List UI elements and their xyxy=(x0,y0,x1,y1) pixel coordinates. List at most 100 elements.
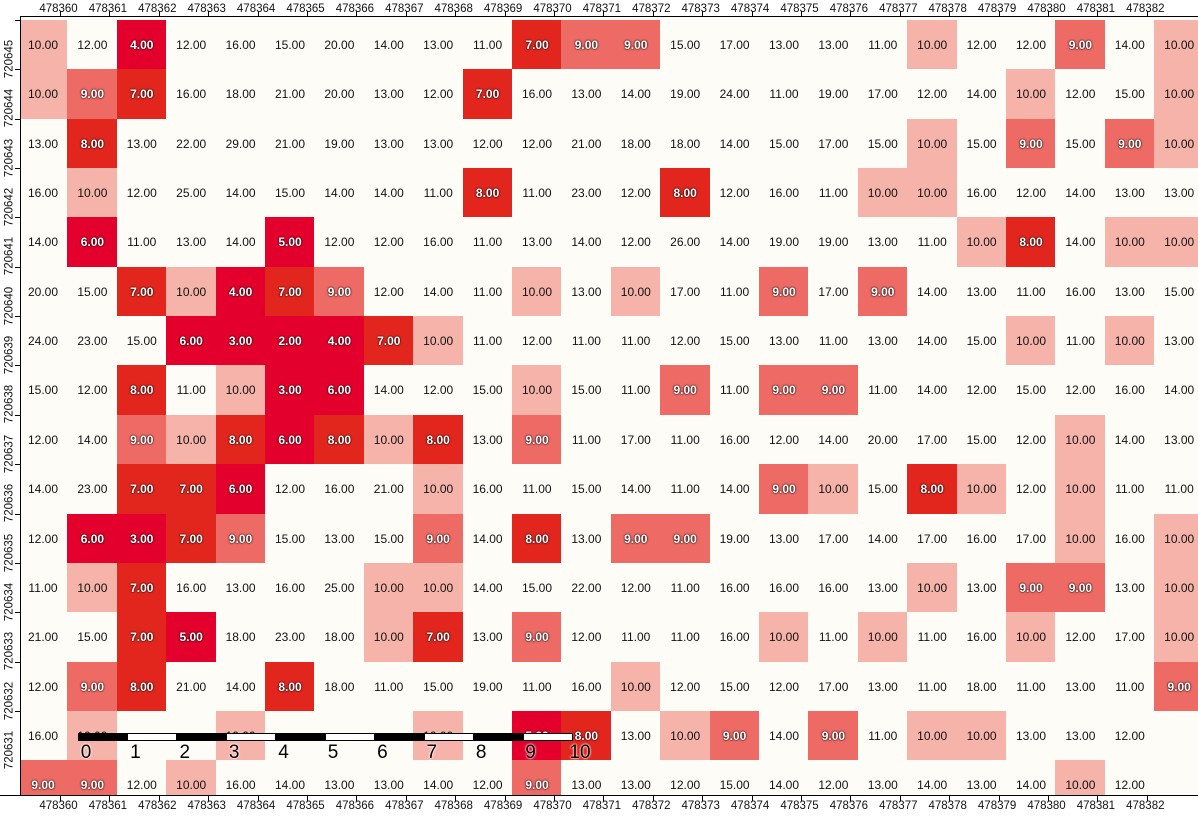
grid-cell: 10.00 xyxy=(907,562,958,613)
grid-cell: 10.00 xyxy=(1104,217,1155,268)
grid-cell: 11.00 xyxy=(1104,464,1155,515)
grid-cell: 12.00 xyxy=(610,562,661,613)
grid-cell: 11.00 xyxy=(363,661,414,712)
grid-cell: 9.00 xyxy=(610,20,661,70)
grid-cell: 14.00 xyxy=(610,69,661,120)
grid-cell: 12.00 xyxy=(1006,168,1056,219)
ruler-tick xyxy=(15,464,20,466)
ruler-tick xyxy=(15,710,20,712)
grid-cell: 10.00 xyxy=(363,414,414,465)
grid-cell: 18.00 xyxy=(610,118,661,169)
ruler-tick xyxy=(652,796,654,801)
ruler-tick xyxy=(15,69,20,71)
grid-cell: 20.00 xyxy=(314,69,365,120)
grid-cell: 13.00 xyxy=(857,562,908,613)
grid-cell: 14.00 xyxy=(759,710,809,761)
grid-cell: 15.00 xyxy=(956,118,1007,169)
ruler-tick xyxy=(455,11,457,16)
grid-cell: 17.00 xyxy=(709,20,760,70)
ruler-tick xyxy=(554,11,555,16)
grid-cell: 22.00 xyxy=(561,562,612,613)
scale-bar-segment xyxy=(374,733,425,741)
grid-cell: 13.00 xyxy=(413,118,464,169)
ruler-tick xyxy=(356,796,358,801)
grid-cell: 11.00 xyxy=(1006,661,1056,712)
y-axis-label: 720631 xyxy=(3,730,16,770)
x-axis-label: 478377 xyxy=(879,3,918,15)
ruler-tick xyxy=(15,217,20,219)
ruler-tick xyxy=(1048,11,1049,16)
x-axis-label: 478379 xyxy=(977,3,1017,15)
grid-cell: 15.00 xyxy=(1006,365,1056,416)
x-axis-label: 478366 xyxy=(335,800,375,812)
grid-cell: 19.00 xyxy=(709,513,760,564)
grid-cell: 8.00 xyxy=(660,168,711,219)
grid-cell: 13.00 xyxy=(857,316,908,367)
grid-cell: 15.00 xyxy=(265,168,315,219)
grid-cell: 12.00 xyxy=(660,316,711,367)
raster-grid: 10.00 12.00 4.00 12.00 16.00 15.00 20.00 14.00 1… xyxy=(18,20,1198,811)
grid-cell: 10.00 xyxy=(907,20,958,70)
grid-cell: 19.00 xyxy=(314,118,365,169)
x-axis-label: 478361 xyxy=(88,3,128,15)
grid-cell: 13.00 xyxy=(857,217,908,268)
grid-cell: 9.00 xyxy=(759,464,809,515)
grid-cell: 16.00 xyxy=(1104,365,1155,416)
y-axis-label: 720632 xyxy=(3,681,16,720)
grid-cell: 13.00 xyxy=(1154,414,1198,465)
grid-cell: 9.00 xyxy=(660,365,711,416)
grid-cell: 10.00 xyxy=(363,612,414,663)
scale-bar-segment xyxy=(423,733,474,741)
scale-bar-segment xyxy=(127,733,178,741)
grid-cell: 16.00 xyxy=(18,168,68,219)
y-axis-label: 720636 xyxy=(3,483,16,523)
grid-cell: 15.00 xyxy=(462,365,513,416)
grid-cell: 4.00 xyxy=(116,20,167,70)
grid-cell: 10.00 xyxy=(1055,464,1106,515)
y-axis-label: 720640 xyxy=(3,286,16,325)
grid-cell: 11.00 xyxy=(561,316,612,367)
ruler-tick xyxy=(998,11,1000,16)
grid-cell: 10.00 xyxy=(1154,69,1198,120)
grid-cell: 15.00 xyxy=(660,20,711,70)
grid-cell: 16.00 xyxy=(956,168,1007,219)
grid-cell: 16.00 xyxy=(956,612,1007,663)
grid-cell: 16.00 xyxy=(709,612,760,663)
grid-cell: 25.00 xyxy=(166,168,217,219)
x-axis-label: 478380 xyxy=(1027,800,1066,812)
ruler-tick xyxy=(1097,11,1099,16)
grid-cell xyxy=(1154,710,1198,761)
grid-cell: 9.00 xyxy=(1055,562,1106,613)
grid-cell: 17.00 xyxy=(857,69,908,120)
grid-cell: 15.00 xyxy=(956,316,1007,367)
grid-cell: 13.00 xyxy=(1154,168,1198,219)
grid-cell: 19.00 xyxy=(660,69,711,120)
grid-cell: 10.00 xyxy=(956,464,1007,515)
grid-cell: 11.00 xyxy=(907,217,958,268)
y-axis-label: 720637 xyxy=(3,434,16,473)
grid-cell: 10.00 xyxy=(215,365,266,416)
grid-cell: 12.00 xyxy=(67,365,118,416)
grid-cell: 9.00 xyxy=(67,661,118,712)
grid-cell: 9.00 xyxy=(314,266,365,317)
grid-cell: 14.00 xyxy=(1055,217,1106,268)
grid-cell: 11.00 xyxy=(1055,316,1106,367)
grid-cell: 10.00 xyxy=(808,464,859,515)
grid-cell: 16.00 xyxy=(512,69,562,120)
ruler-tick xyxy=(603,796,605,801)
x-axis-label: 478382 xyxy=(1126,3,1165,15)
grid-cell: 17.00 xyxy=(907,414,958,465)
x-axis-label: 478360 xyxy=(39,3,78,15)
grid-cell: 14.00 xyxy=(18,217,68,268)
grid-cell: 17.00 xyxy=(808,513,859,564)
grid-cell: 13.00 xyxy=(18,118,68,169)
grid-cell: 8.00 xyxy=(215,414,266,465)
x-axis-label: 478380 xyxy=(1027,3,1066,15)
grid-cell: 12.00 xyxy=(18,414,68,465)
scale-bar-label: 10 xyxy=(569,742,591,763)
grid-cell: 10.00 xyxy=(907,710,958,761)
grid-cell: 12.00 xyxy=(1006,464,1056,515)
grid-cell: 12.00 xyxy=(18,513,68,564)
grid-cell: 14.00 xyxy=(462,562,513,613)
grid-cell: 21.00 xyxy=(265,69,315,120)
